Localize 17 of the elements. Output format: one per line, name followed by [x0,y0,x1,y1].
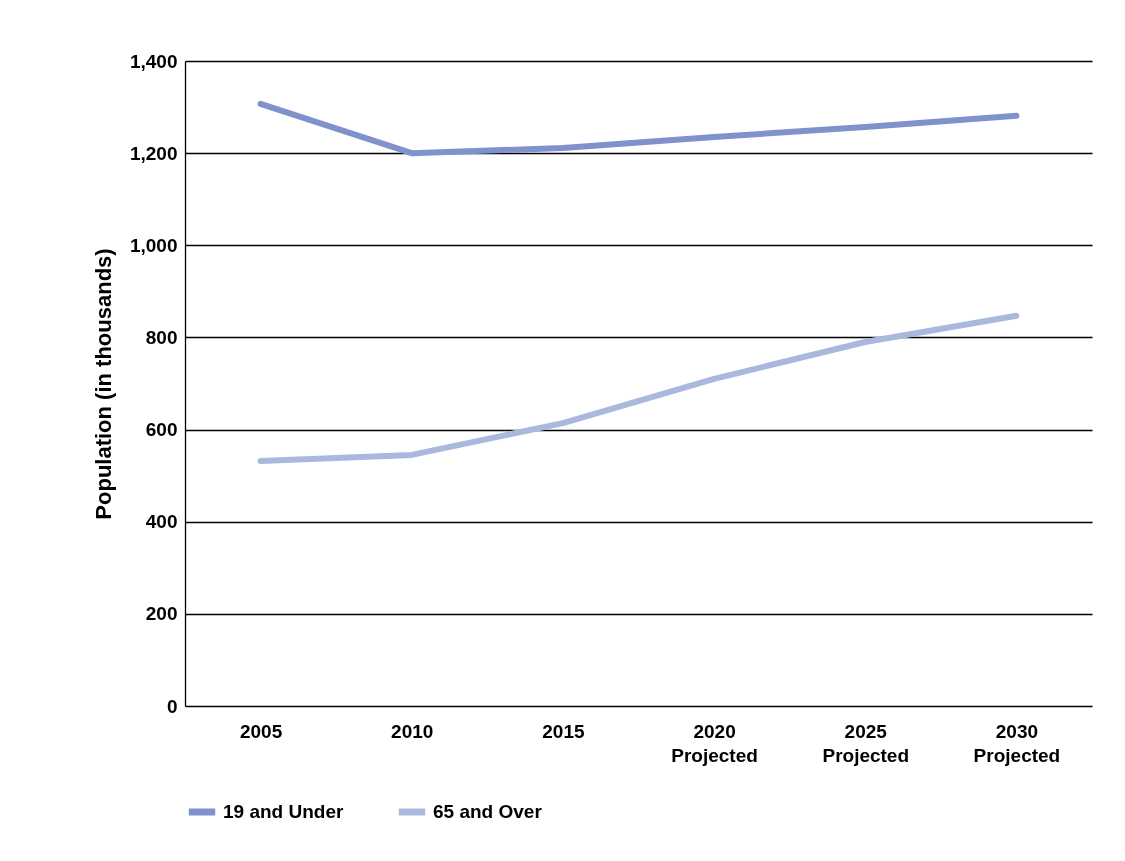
x-tick-label: 2015 [542,720,585,742]
y-tick-label: 600 [145,419,178,441]
x-tick-label: 2030 Projected [973,720,1061,766]
y-axis-title: Population (in thousands) [90,248,116,520]
y-tick-label: 0 [166,695,178,717]
y-tick-label: 800 [145,326,178,348]
legend-label: 65 and Over [433,801,543,822]
x-tick-label: 2005 [239,720,283,742]
y-tick-label: 200 [145,603,178,625]
x-tick-label: 2010 [391,720,434,742]
y-tick-label: 1,400 [129,50,178,72]
x-tick-label: 2025 Projected [822,720,910,766]
y-tick-label: 400 [145,511,178,533]
y-tick-label: 1,200 [129,142,178,164]
x-tick-label: 2020 Projected [671,720,758,766]
legend-label: 19 and Under [223,801,344,822]
y-tick-label: 1,000 [129,234,178,256]
